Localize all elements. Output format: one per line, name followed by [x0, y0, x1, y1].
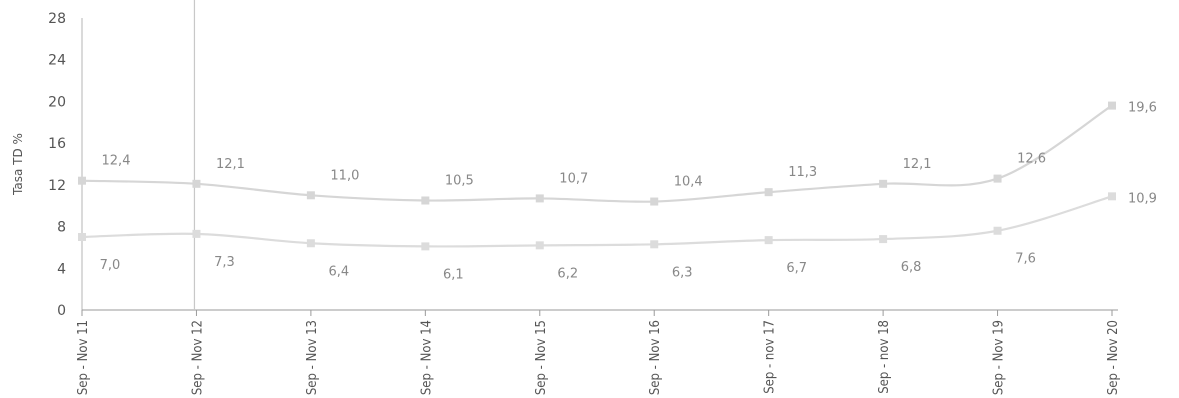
data-point	[421, 196, 430, 205]
data-point	[306, 239, 315, 248]
data-label: 12,1	[903, 157, 932, 172]
data-label: 7,6	[1015, 252, 1036, 267]
data-point	[535, 194, 544, 203]
data-label: 6,1	[443, 267, 464, 282]
x-tick-label: Sep - nov 18	[877, 320, 892, 394]
y-tick-label: 8	[57, 220, 66, 236]
data-point	[306, 191, 315, 200]
data-point	[1108, 192, 1116, 201]
x-tick-label: Sep - Nov 12	[190, 320, 205, 395]
data-label: 6,7	[786, 261, 807, 276]
data-label: 10,4	[674, 175, 703, 190]
data-point	[879, 235, 888, 244]
y-tick-label: 12	[48, 178, 66, 194]
data-point	[535, 241, 544, 250]
data-point	[650, 240, 659, 249]
data-label: 10,7	[559, 171, 588, 186]
data-point	[78, 176, 86, 185]
data-label: 10,9	[1128, 191, 1157, 206]
data-label: 7,3	[214, 255, 235, 270]
y-tick-label: 4	[57, 261, 66, 277]
data-label: 6,2	[557, 266, 578, 281]
data-label: 12,6	[1017, 152, 1046, 167]
series-line-1	[81, 195, 1113, 248]
data-label: 11,3	[788, 165, 817, 180]
y-tick-label: 20	[48, 94, 66, 110]
y-tick-label: 16	[48, 136, 66, 152]
y-axis-label: Tasa TD %	[11, 133, 25, 196]
data-label: 11,0	[330, 168, 359, 183]
data-point	[993, 226, 1002, 235]
data-label: 12,1	[216, 157, 245, 172]
x-tick-label: Sep - Nov 15	[534, 320, 549, 395]
data-label: 6,8	[901, 260, 922, 275]
x-tick-label: Sep - Nov 16	[648, 320, 663, 395]
data-label: 6,3	[672, 265, 693, 280]
data-point	[650, 197, 659, 206]
data-point	[192, 179, 201, 188]
x-tick-label: Sep - Nov 11	[76, 320, 91, 395]
data-label: 12,4	[102, 154, 131, 169]
data-point	[879, 179, 888, 188]
data-label: 19,6	[1128, 101, 1157, 116]
y-tick-label: 28	[48, 11, 66, 27]
y-tick-label: 24	[48, 53, 66, 69]
x-tick-label: Sep - Nov 19	[992, 320, 1007, 395]
data-point	[993, 174, 1002, 183]
x-tick-label: Sep - nov 17	[763, 320, 778, 394]
data-label: 6,4	[329, 264, 350, 279]
data-point	[192, 229, 201, 238]
x-tick-label: Sep - Nov 20	[1106, 320, 1121, 395]
x-tick-label: Sep - Nov 13	[305, 320, 320, 395]
data-point	[421, 242, 430, 251]
data-point	[764, 236, 773, 245]
y-tick-label: 0	[57, 303, 66, 319]
data-label: 7,0	[100, 258, 121, 273]
x-tick-label: Sep - Nov 14	[419, 320, 434, 395]
data-point	[1108, 101, 1116, 110]
data-point	[78, 233, 86, 241]
series-line-0	[81, 104, 1113, 203]
data-label: 10,5	[445, 174, 474, 189]
data-point	[764, 188, 773, 197]
